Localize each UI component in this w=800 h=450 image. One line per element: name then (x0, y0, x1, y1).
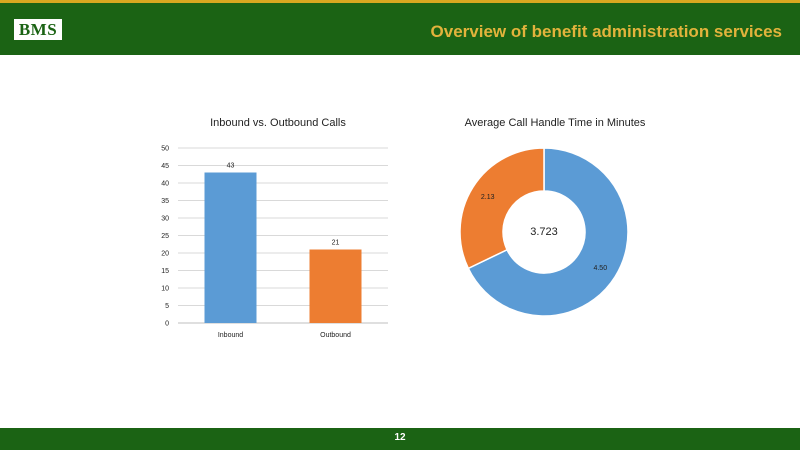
x-tick-label: Inbound (218, 332, 243, 339)
x-tick-label: Outbound (320, 332, 351, 339)
bar-chart-data-labels: 43 21 (227, 163, 340, 247)
bar-outbound (309, 249, 362, 323)
bar-chart-bars (204, 172, 362, 323)
bar-chart-title: Inbound vs. Outbound Calls (210, 117, 346, 129)
y-tick-label: 35 (161, 198, 169, 205)
page-title: Overview of benefit administration servi… (430, 22, 782, 41)
y-tick-label: 50 (161, 146, 169, 153)
y-tick-label: 45 (161, 163, 169, 170)
top-accent-stripe (0, 0, 800, 3)
page-number: 12 (394, 432, 406, 443)
y-tick-label: 30 (161, 216, 169, 223)
bar-value-label: 21 (332, 240, 340, 247)
bar-inbound (204, 172, 257, 323)
y-tick-label: 25 (161, 233, 169, 240)
bar-chart-x-axis: Inbound Outbound (218, 332, 351, 339)
y-tick-label: 5 (165, 303, 169, 310)
y-tick-label: 20 (161, 251, 169, 258)
bms-logo: BMS (14, 19, 62, 40)
y-tick-label: 10 (161, 286, 169, 293)
bar-chart-y-axis: 0 5 10 15 20 25 30 35 40 45 50 (161, 146, 169, 328)
footer-bar (0, 428, 800, 450)
header-bar: BMS Overview of benefit administration s… (0, 3, 800, 55)
bar-value-label: 43 (227, 163, 235, 170)
y-tick-label: 15 (161, 268, 169, 275)
y-tick-label: 40 (161, 181, 169, 188)
y-tick-label: 0 (165, 321, 169, 328)
